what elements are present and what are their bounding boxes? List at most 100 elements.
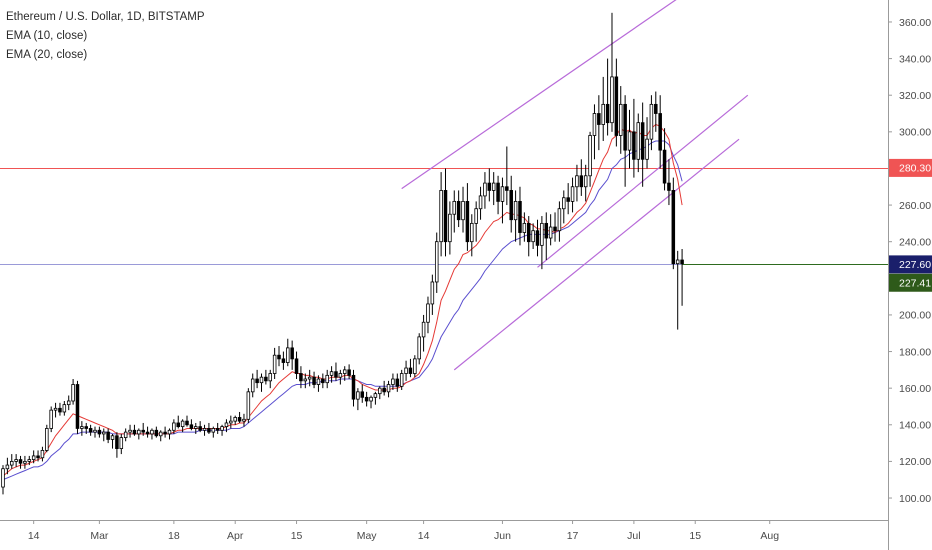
candle[interactable] <box>224 419 229 433</box>
candle[interactable] <box>662 128 667 191</box>
candle[interactable] <box>562 190 566 224</box>
candle[interactable] <box>566 183 570 215</box>
candle[interactable] <box>426 296 430 334</box>
candle[interactable] <box>255 369 259 389</box>
candle[interactable] <box>80 421 84 436</box>
candle[interactable] <box>487 168 492 202</box>
candle[interactable] <box>66 395 71 411</box>
candle[interactable] <box>115 432 119 458</box>
ema20-legend[interactable]: EMA (20, close) <box>6 49 88 61</box>
candle[interactable] <box>557 201 562 242</box>
candle[interactable] <box>588 131 592 187</box>
candle[interactable] <box>583 164 588 202</box>
candle[interactable] <box>597 95 601 151</box>
candle[interactable] <box>575 164 579 202</box>
candle[interactable] <box>145 426 150 438</box>
candle[interactable] <box>618 86 623 154</box>
candle[interactable] <box>334 362 338 381</box>
candle[interactable] <box>395 373 400 392</box>
candle[interactable] <box>579 159 584 196</box>
candle[interactable] <box>132 424 137 436</box>
candle[interactable] <box>605 58 610 136</box>
candle[interactable] <box>14 454 18 467</box>
candle[interactable] <box>237 411 242 423</box>
candle[interactable] <box>150 428 154 440</box>
candle[interactable] <box>443 168 448 257</box>
candle[interactable] <box>303 373 308 389</box>
candle[interactable] <box>386 380 391 398</box>
candle[interactable] <box>347 364 351 380</box>
candle[interactable] <box>452 190 457 233</box>
candle[interactable] <box>408 358 413 378</box>
candle[interactable] <box>645 117 649 169</box>
candle[interactable] <box>172 419 176 434</box>
candle[interactable] <box>264 369 268 385</box>
candle[interactable] <box>194 422 198 434</box>
candle[interactable] <box>671 177 676 270</box>
candle[interactable] <box>45 424 49 453</box>
channel-line-1[interactable] <box>401 0 713 190</box>
candle[interactable] <box>448 201 452 255</box>
candle[interactable] <box>10 454 14 469</box>
candle[interactable] <box>496 175 500 215</box>
candle[interactable] <box>378 386 382 400</box>
candle[interactable] <box>84 422 89 434</box>
candle[interactable] <box>360 384 365 403</box>
candle[interactable] <box>491 172 496 206</box>
candle[interactable] <box>128 424 132 438</box>
candle[interactable] <box>202 424 207 436</box>
candle[interactable] <box>570 177 575 213</box>
candle[interactable] <box>176 415 181 429</box>
candle[interactable] <box>220 424 224 436</box>
candle[interactable] <box>119 433 124 455</box>
candle[interactable] <box>329 366 334 383</box>
candle[interactable] <box>141 422 145 436</box>
candle[interactable] <box>154 426 159 438</box>
candle[interactable] <box>307 369 312 387</box>
candle[interactable] <box>75 380 80 434</box>
candle[interactable] <box>430 274 435 315</box>
candle[interactable] <box>356 388 360 411</box>
candle[interactable] <box>544 212 549 260</box>
candle[interactable] <box>242 413 246 427</box>
candle[interactable] <box>522 212 527 242</box>
candle[interactable] <box>632 98 636 178</box>
candle[interactable] <box>207 422 211 434</box>
candle[interactable] <box>325 369 329 389</box>
candle[interactable] <box>97 426 102 438</box>
candle[interactable] <box>53 402 58 418</box>
candle[interactable] <box>36 450 40 462</box>
candle[interactable] <box>417 333 421 365</box>
candle[interactable] <box>338 369 343 385</box>
candle[interactable] <box>5 457 10 475</box>
candle[interactable] <box>548 214 553 246</box>
candle[interactable] <box>658 95 662 169</box>
candle[interactable] <box>290 340 294 370</box>
candle[interactable] <box>321 373 325 389</box>
candle[interactable] <box>58 402 62 416</box>
candle[interactable] <box>610 12 614 132</box>
candle[interactable] <box>167 428 172 440</box>
candle[interactable] <box>439 172 443 257</box>
candle[interactable] <box>185 415 189 427</box>
candle[interactable] <box>299 366 303 389</box>
candle[interactable] <box>413 355 417 378</box>
candle[interactable] <box>553 212 557 242</box>
candle[interactable] <box>636 113 641 173</box>
candle[interactable] <box>233 415 237 425</box>
candle[interactable] <box>649 95 654 151</box>
candle[interactable] <box>399 369 404 390</box>
candle[interactable] <box>163 426 167 438</box>
candle[interactable] <box>478 186 483 220</box>
candle[interactable] <box>272 347 277 380</box>
candle[interactable] <box>540 216 544 270</box>
symbol-title[interactable]: Ethereum / U.S. Dollar, 1D, BITSTAMP <box>6 11 205 23</box>
candle[interactable] <box>110 433 115 449</box>
candle[interactable] <box>88 424 93 436</box>
candle[interactable] <box>373 391 378 405</box>
candle[interactable] <box>535 219 540 257</box>
candle[interactable] <box>229 415 233 429</box>
candle[interactable] <box>62 400 67 416</box>
candle[interactable] <box>277 346 281 367</box>
